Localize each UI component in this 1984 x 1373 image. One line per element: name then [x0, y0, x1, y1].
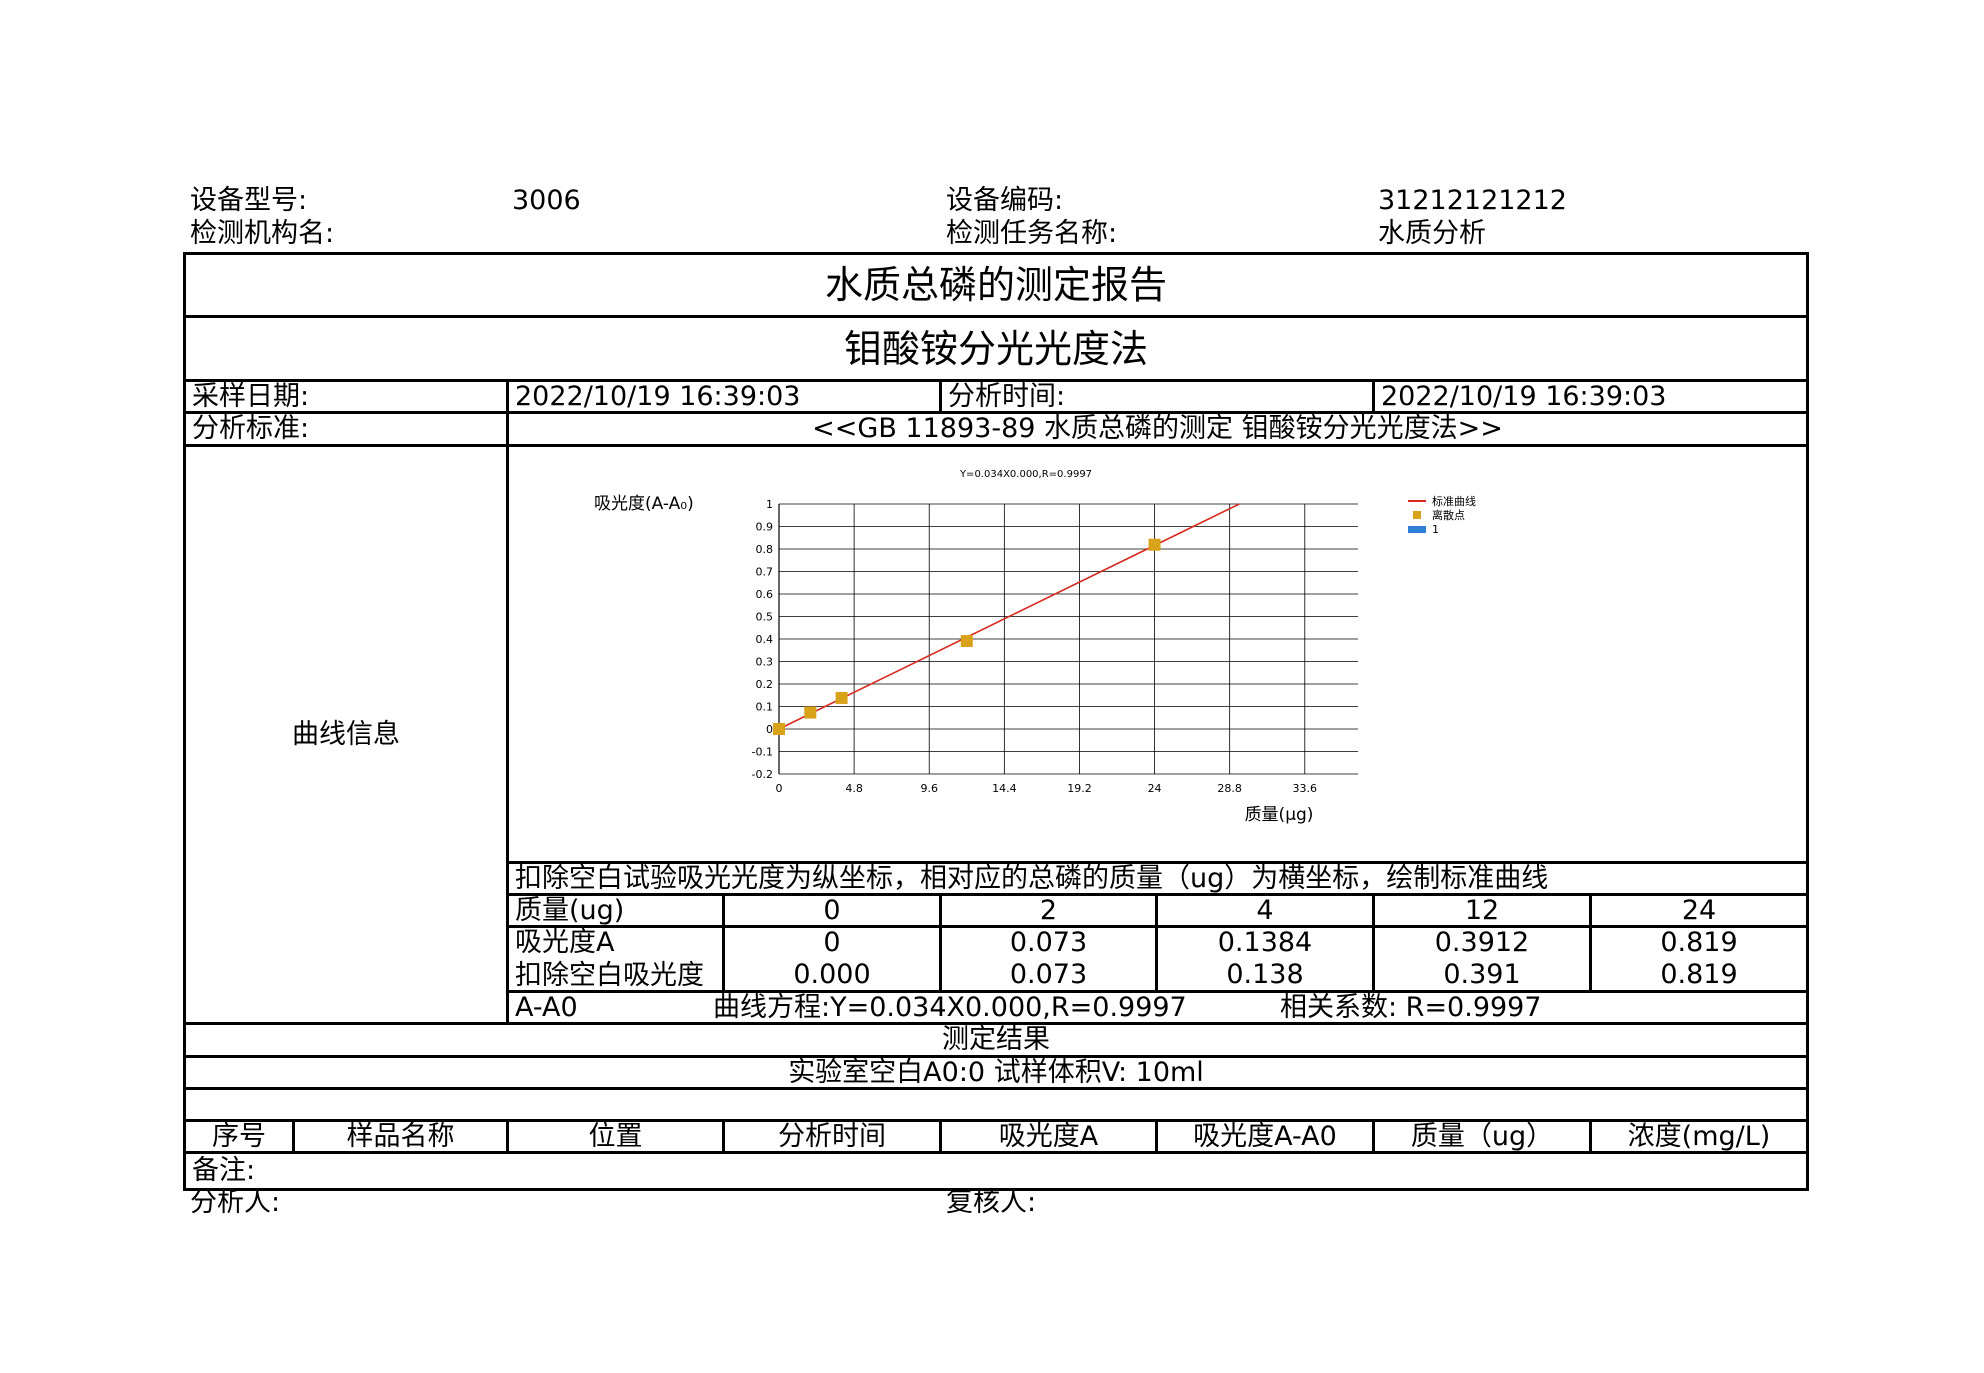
result-header-position: 位置	[588, 1122, 643, 1151]
calibration-chart: Y=0.034X0.000,R=0.9997 吸光度(A-A₀) 质量(μg) …	[594, 469, 1476, 825]
device-model-label: 设备型号:	[190, 185, 308, 216]
analysis-time-value: 2022/10/19 16:39:03	[1381, 382, 1667, 411]
result-header-corrected: 吸光度A-A0	[1193, 1122, 1337, 1151]
row-label-corrected: 扣除空白吸光度A-A0	[515, 960, 704, 1023]
data-point	[1148, 538, 1161, 551]
chart-xlabel: 质量(μg)	[1245, 805, 1314, 825]
device-model-value: 3006	[512, 185, 581, 216]
chart-ylabel: 吸光度(A-A₀)	[594, 494, 694, 514]
x-tick-label: 14.4	[992, 782, 1017, 795]
sampling-date-value: 2022/10/19 16:39:03	[515, 382, 801, 411]
y-tick-label: 1	[766, 498, 773, 511]
lab-blank-info: 实验室空白A0:0 试样体积V: 10ml	[788, 1058, 1204, 1087]
standard-curve-line	[778, 503, 1240, 730]
y-tick-label: 0.4	[756, 633, 774, 646]
absorbance-cell: 0.073	[1009, 928, 1088, 957]
data-point	[773, 723, 785, 735]
mass-cell: 4	[1256, 896, 1274, 925]
y-tick-label: 0.6	[756, 588, 774, 601]
method-title: 钼酸铵分光光度法	[843, 326, 1148, 371]
mass-cell: 24	[1681, 896, 1717, 925]
y-tick-label: 0.5	[756, 611, 774, 624]
device-code-label: 设备编码:	[946, 185, 1064, 216]
data-point	[960, 635, 973, 648]
legend-label: 1	[1432, 523, 1439, 536]
result-header-index: 序号	[212, 1122, 266, 1151]
corrected-cell: 0.391	[1443, 960, 1521, 990]
x-tick-label: 33.6	[1293, 782, 1318, 795]
chart-title: Y=0.034X0.000,R=0.9997	[959, 469, 1092, 480]
corrected-cell: 0.819	[1660, 960, 1738, 990]
y-tick-label: 0.3	[756, 656, 774, 669]
absorbance-cell: 0	[823, 928, 841, 957]
y-tick-label: 0.8	[756, 543, 774, 556]
legend-label: 标准曲线	[1432, 494, 1476, 508]
absorbance-cell: 0.819	[1660, 928, 1738, 957]
reviewer-label: 复核人:	[946, 1187, 1037, 1218]
correlation-coefficient: 相关系数: R=0.9997	[1280, 993, 1542, 1022]
curve-info-label: 曲线信息	[292, 718, 400, 750]
sampling-date-label: 采样日期:	[192, 382, 310, 411]
report-table: 水质总磷的测定报告 钼酸铵分光光度法 采样日期: 2022/10/19 16:3…	[183, 252, 1809, 1191]
result-header-concentration: 浓度(mg/L)	[1627, 1122, 1771, 1151]
curve-equation: 曲线方程:Y=0.034X0.000,R=0.9997	[713, 993, 1187, 1022]
legend-label: 离散点	[1432, 508, 1465, 522]
report-title: 水质总磷的测定报告	[824, 263, 1167, 307]
curve-note: 扣除空白试验吸光光度为纵坐标，相对应的总磷的质量（ug）为横坐标，绘制标准曲线	[515, 864, 1549, 893]
task-label: 检测任务名称:	[946, 218, 1118, 249]
standard-value: <<GB 11893-89 水质总磷的测定 钼酸铵分光光度法>>	[812, 414, 1503, 444]
y-tick-label: -0.1	[752, 746, 773, 759]
result-title: 测定结果	[942, 1025, 1050, 1055]
result-header-absorbance: 吸光度A	[998, 1122, 1099, 1151]
data-point	[835, 691, 848, 704]
x-tick-label: 28.8	[1217, 782, 1242, 795]
row-label-absorbance: 吸光度A	[515, 928, 615, 957]
legend-point-swatch	[1413, 511, 1421, 519]
y-tick-label: 0.7	[756, 566, 774, 579]
result-header-analysis-time: 分析时间	[778, 1122, 886, 1151]
x-tick-label: 9.6	[920, 782, 938, 795]
y-tick-label: 0.9	[756, 521, 774, 534]
remarks-label: 备注:	[192, 1155, 256, 1186]
result-header-sample-name: 样品名称	[346, 1122, 455, 1151]
task-value: 水质分析	[1378, 218, 1486, 249]
x-tick-label: 19.2	[1067, 782, 1092, 795]
y-tick-label: 0.1	[756, 701, 774, 714]
y-tick-label: 0	[766, 723, 773, 736]
institution-label: 检测机构名:	[190, 218, 335, 249]
mass-cell: 12	[1464, 896, 1500, 925]
x-tick-label: 0	[776, 782, 783, 795]
corrected-cell: 0.073	[1009, 960, 1088, 990]
corrected-cell: 0.138	[1226, 960, 1304, 990]
row-label-mass: 质量(ug)	[515, 896, 625, 925]
y-tick-label: 0.2	[756, 678, 774, 691]
analysis-time-label: 分析时间:	[948, 382, 1066, 411]
x-tick-label: 4.8	[845, 782, 863, 795]
analyst-label: 分析人:	[190, 1187, 281, 1218]
mass-cell: 0	[823, 896, 841, 925]
absorbance-cell: 0.3912	[1434, 928, 1530, 957]
y-tick-label: -0.2	[752, 768, 773, 781]
data-point	[804, 706, 817, 719]
absorbance-cell: 0.1384	[1217, 928, 1313, 957]
mass-cell: 2	[1039, 896, 1058, 925]
result-header-mass: 质量（ug）	[1410, 1122, 1554, 1151]
legend-bar-swatch	[1408, 526, 1426, 533]
device-code-value: 31212121212	[1378, 185, 1567, 216]
standard-label: 分析标准:	[192, 414, 310, 444]
x-tick-label: 24	[1148, 782, 1162, 795]
corrected-cell: 0.000	[793, 960, 871, 990]
